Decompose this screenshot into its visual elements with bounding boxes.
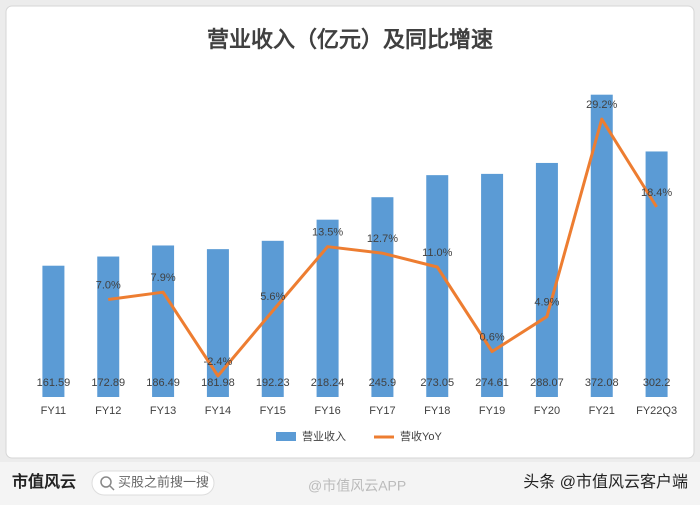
x-tick-label: FY11 — [41, 405, 66, 417]
bar-value-label: 161.59 — [37, 377, 71, 389]
bar-value-label: 372.08 — [585, 377, 619, 389]
bar — [645, 151, 668, 397]
x-tick-label: FY16 — [314, 405, 340, 417]
line — [108, 117, 658, 378]
line-value-label: 29.2% — [586, 99, 617, 111]
bar — [316, 219, 339, 397]
line-value-label: 0.6% — [480, 331, 505, 343]
x-tick-label: FY13 — [150, 405, 176, 417]
line-value-label: 4.9% — [534, 296, 559, 308]
x-tick-label: FY22Q3 — [636, 405, 677, 417]
bar-value-label: 288.07 — [530, 377, 564, 389]
bar — [152, 245, 175, 397]
line-value-label: 18.4% — [641, 187, 672, 199]
source-text: 头条 @市值风云客户端 — [523, 473, 688, 491]
x-tick-label: FY19 — [479, 405, 505, 417]
x-tick-label: FY14 — [205, 405, 231, 417]
bar-value-label: 186.49 — [146, 377, 180, 389]
bar-value-label: 172.89 — [91, 377, 125, 389]
bar — [590, 94, 613, 397]
search-icon — [100, 476, 112, 488]
bar-value-label: 273.05 — [420, 377, 454, 389]
line-value-label: 5.6% — [260, 291, 285, 303]
x-tick-label: FY18 — [424, 405, 450, 417]
chart-card — [5, 5, 695, 459]
chart-title: 营业收入（亿元）及同比增速 — [207, 27, 493, 52]
legend-label: 营业收入 — [302, 429, 346, 443]
line-value-label: 12.7% — [367, 233, 398, 245]
weibo-watermark: @市值风云APP — [308, 478, 406, 494]
search-placeholder: 买股之前搜一搜 — [118, 474, 209, 489]
bar-value-label: 245.9 — [369, 377, 397, 389]
line-value-label: 11.0% — [422, 247, 453, 259]
line-value-label: 7.9% — [151, 272, 176, 284]
bar-value-label: 218.24 — [311, 377, 345, 389]
legend-swatch — [276, 432, 296, 441]
bar — [97, 256, 120, 397]
bar-value-label: 181.98 — [201, 377, 235, 389]
legend-label: 营收YoY — [400, 429, 442, 443]
x-tick-label: FY21 — [589, 405, 615, 417]
x-tick-label: FY15 — [260, 405, 286, 417]
bar — [261, 240, 284, 397]
search-icon-handle — [109, 485, 115, 491]
bar — [535, 162, 558, 397]
x-tick-label: FY17 — [369, 405, 395, 417]
search-box[interactable] — [91, 470, 215, 496]
line-value-label: 7.0% — [96, 279, 121, 291]
bar-value-label: 302.2 — [643, 377, 671, 389]
line-value-label: -2.4% — [204, 356, 233, 368]
bar — [371, 197, 394, 397]
bar — [426, 175, 449, 397]
bar-value-label: 192.23 — [256, 377, 290, 389]
bar — [206, 249, 229, 397]
bar — [42, 265, 65, 397]
bar-value-label: 274.61 — [475, 377, 509, 389]
x-tick-label: FY12 — [95, 405, 121, 417]
bar — [481, 173, 504, 397]
footer-logo: 市值风云 — [12, 472, 76, 491]
line-value-label: 13.5% — [312, 227, 343, 239]
x-tick-label: FY20 — [534, 405, 560, 417]
